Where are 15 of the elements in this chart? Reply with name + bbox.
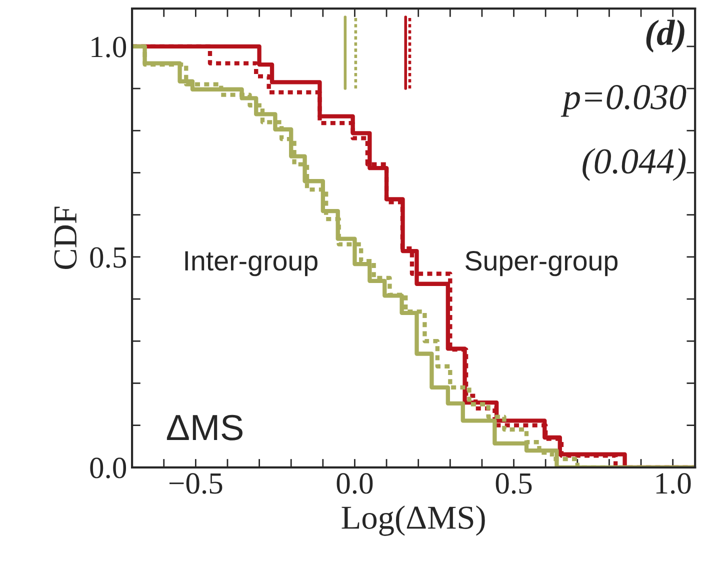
annotation: Super-group: [466, 251, 618, 276]
x-tick-label: 0.0: [336, 473, 373, 494]
x-tick-label: 1.0: [656, 473, 691, 494]
annotation: p=0.030: [560, 84, 686, 117]
x-axis-title: Log(ΔMS): [342, 506, 485, 536]
y-axis-title: CDF: [54, 206, 77, 270]
annotation: ΔMS: [166, 414, 242, 440]
x-tick-label: 0.5: [496, 473, 532, 494]
y-tick-label: 1.0: [92, 36, 126, 58]
x-tick-label: −0.5: [169, 473, 222, 494]
annotation: (d): [646, 20, 684, 52]
annotation: (0.044): [582, 148, 686, 181]
y-tick-label: 0.5: [90, 247, 126, 268]
y-tick-label: 0.0: [90, 458, 126, 478]
annotation: Inter-group: [185, 251, 318, 276]
